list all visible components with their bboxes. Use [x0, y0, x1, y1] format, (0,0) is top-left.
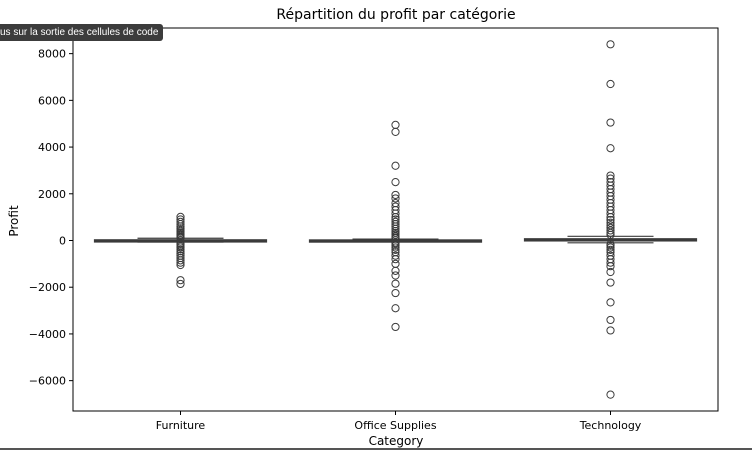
x-tick-label: Furniture [156, 419, 206, 432]
outlier-point [606, 326, 615, 335]
outlier-point [176, 276, 185, 285]
y-tick-label: −6000 [29, 375, 66, 388]
outlier-point [606, 390, 615, 399]
outlier-point [606, 209, 615, 218]
outlier-point [606, 79, 615, 89]
y-tick-label: −2000 [29, 281, 66, 294]
outlier-point [391, 222, 400, 231]
axes-layer: 8000 6000 4000 2000 0 −2000 −4000 −6000 Furnitur… [29, 27, 719, 432]
code-cell-output-tooltip: us sur la sortie des cellules de code [0, 24, 164, 41]
outlier-point [391, 255, 400, 264]
outlier-point [391, 127, 400, 136]
x-tick-label: Technology [579, 419, 642, 432]
outlier-point [391, 304, 400, 313]
outlier-point [606, 213, 615, 222]
outlier-point [606, 315, 615, 325]
outlier-point [391, 209, 400, 218]
chart-title: Répartition du profit par catégorie [276, 7, 515, 23]
y-tick-label: 8000 [38, 48, 66, 61]
x-axis-label: Category [369, 434, 424, 448]
y-axis-label: Profit [7, 205, 21, 237]
box-technology [523, 40, 698, 399]
y-tick-label: 2000 [38, 188, 66, 201]
outlier-point [176, 217, 185, 226]
outlier-point [391, 279, 400, 288]
x-tick-label: Office Supplies [354, 419, 436, 432]
outlier-point [391, 178, 400, 187]
outlier-point [391, 161, 400, 170]
y-tick-label: 0 [59, 235, 66, 248]
outlier-point [606, 144, 615, 153]
y-tick-label: 6000 [38, 94, 66, 107]
y-tick-label: 4000 [38, 141, 66, 154]
outlier-point [391, 120, 400, 129]
outlier-point [606, 267, 615, 277]
box-office-supplies [308, 120, 483, 332]
outlier-point [606, 298, 615, 307]
outlier-point [391, 266, 400, 275]
outlier-point [391, 259, 400, 268]
boxes-layer [93, 40, 698, 399]
outlier-point [391, 322, 400, 332]
outlier-point [176, 279, 185, 289]
outlier-point [606, 118, 615, 127]
outlier-point [391, 194, 400, 203]
outlier-point [606, 215, 615, 225]
outlier-point [391, 243, 400, 252]
box-furniture [93, 212, 268, 289]
outlier-point [606, 226, 615, 235]
outlier-point [606, 278, 615, 287]
outlier-point [391, 190, 400, 200]
outlier-point [606, 171, 615, 180]
outlier-point [176, 258, 185, 267]
outlier-point [606, 228, 615, 237]
outlier-point [606, 243, 615, 252]
outlier-point [391, 251, 400, 260]
outlier-point [176, 260, 185, 270]
outlier-point [606, 262, 615, 271]
outlier-point [176, 256, 185, 265]
outlier-point [606, 218, 615, 227]
cell-bottom-divider [0, 448, 752, 450]
outlier-point [606, 258, 615, 267]
outlier-point [606, 40, 615, 49]
y-tick-label: −4000 [29, 328, 66, 341]
outlier-point [606, 245, 615, 254]
outlier-point [606, 230, 615, 239]
outlier-point [391, 288, 400, 298]
outlier-point [391, 271, 400, 280]
plot-frame [72, 27, 719, 412]
outlier-point [391, 245, 400, 254]
